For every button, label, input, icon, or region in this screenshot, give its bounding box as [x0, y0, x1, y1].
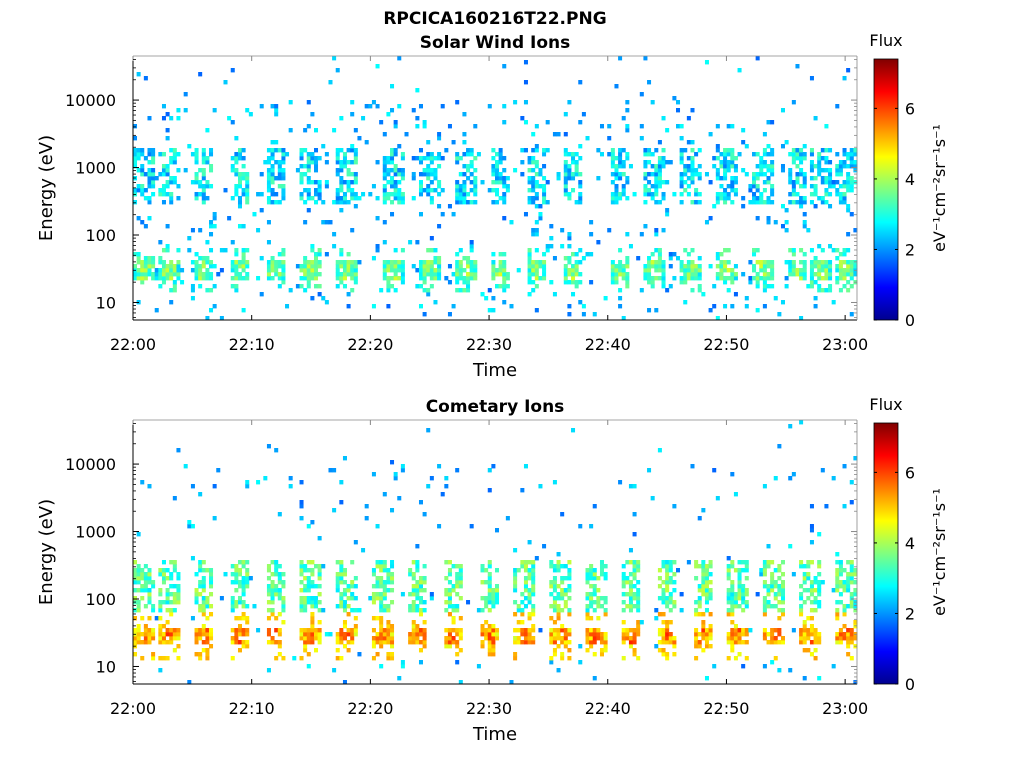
figure-title: RPCICA160216T22.PNG	[383, 9, 606, 29]
x-tick-label: 22:00	[110, 699, 156, 718]
x-tick-label: 22:50	[703, 335, 749, 354]
x-tick-label: 22:30	[466, 335, 512, 354]
y-tick-label: 100	[85, 590, 116, 609]
y-axis-label: Energy (eV)	[36, 499, 57, 605]
colorbar-tick-label: 4	[905, 170, 915, 189]
y-tick-label: 100	[85, 226, 116, 245]
y-tick-label: 10	[96, 293, 116, 312]
x-tick-label: 22:00	[110, 335, 156, 354]
panels: 22:00 22:10 22:20 22:30 22:40 22:50 23:0010100…	[36, 31, 949, 745]
colorbar: Flux 0 2 4 6 eV⁻¹cm⁻²sr⁻¹s⁻¹	[869, 395, 949, 694]
colorbar-gradient	[873, 58, 899, 321]
colorbar-title: Flux	[869, 395, 902, 414]
heatmap-cells	[133, 420, 858, 685]
panel-1: 22:00 22:10 22:20 22:30 22:40 22:50 23:00 10 100…	[36, 31, 949, 381]
y-tick-label: 1000	[75, 159, 116, 178]
x-axis-label: Time	[472, 360, 517, 381]
x-tick-label: 23:00	[822, 699, 868, 718]
y-tick-label: 10000	[65, 91, 116, 110]
colorbar-title: Flux	[869, 31, 902, 50]
x-tick-label: 22:40	[585, 335, 631, 354]
heatmap-cells	[133, 56, 858, 321]
y-axis-label: Energy (eV)	[36, 135, 57, 241]
colorbar: Flux 0 2 4 6 eV⁻¹cm⁻²sr⁻¹s⁻¹	[869, 31, 949, 330]
x-tick-label: 22:20	[347, 335, 393, 354]
colorbar-tick-label: 2	[905, 604, 915, 623]
y-tick-label: 1000	[75, 523, 116, 542]
colorbar-tick-label: 0	[905, 311, 915, 330]
x-axis-label: Time	[472, 724, 517, 745]
y-tick-label: 10000	[65, 455, 116, 474]
colorbar-tick-label: 6	[905, 463, 915, 482]
x-tick-label: 22:10	[229, 335, 275, 354]
y-tick-label: 10	[96, 657, 116, 676]
x-tick-label: 22:20	[347, 699, 393, 718]
x-tick-label: 23:00	[822, 335, 868, 354]
panel-title: Solar Wind Ions	[420, 33, 571, 53]
colorbar-tick-label: 6	[905, 99, 915, 118]
x-tick-label: 22:10	[229, 699, 275, 718]
colorbar-gradient	[873, 422, 899, 685]
colorbar-tick-label: 0	[905, 675, 915, 694]
colorbar-unit-label: eV⁻¹cm⁻²sr⁻¹s⁻¹	[930, 488, 949, 616]
panel-2: 22:00 22:10 22:20 22:30 22:40 22:50 23:00 10 100…	[36, 395, 949, 745]
x-tick-label: 22:40	[585, 699, 631, 718]
x-tick-label: 22:50	[703, 699, 749, 718]
colorbar-tick-label: 4	[905, 534, 915, 553]
panel-title: Cometary Ions	[426, 397, 565, 417]
x-tick-label: 22:30	[466, 699, 512, 718]
colorbar-unit-label: eV⁻¹cm⁻²sr⁻¹s⁻¹	[930, 124, 949, 252]
colorbar-tick-label: 2	[905, 240, 915, 259]
